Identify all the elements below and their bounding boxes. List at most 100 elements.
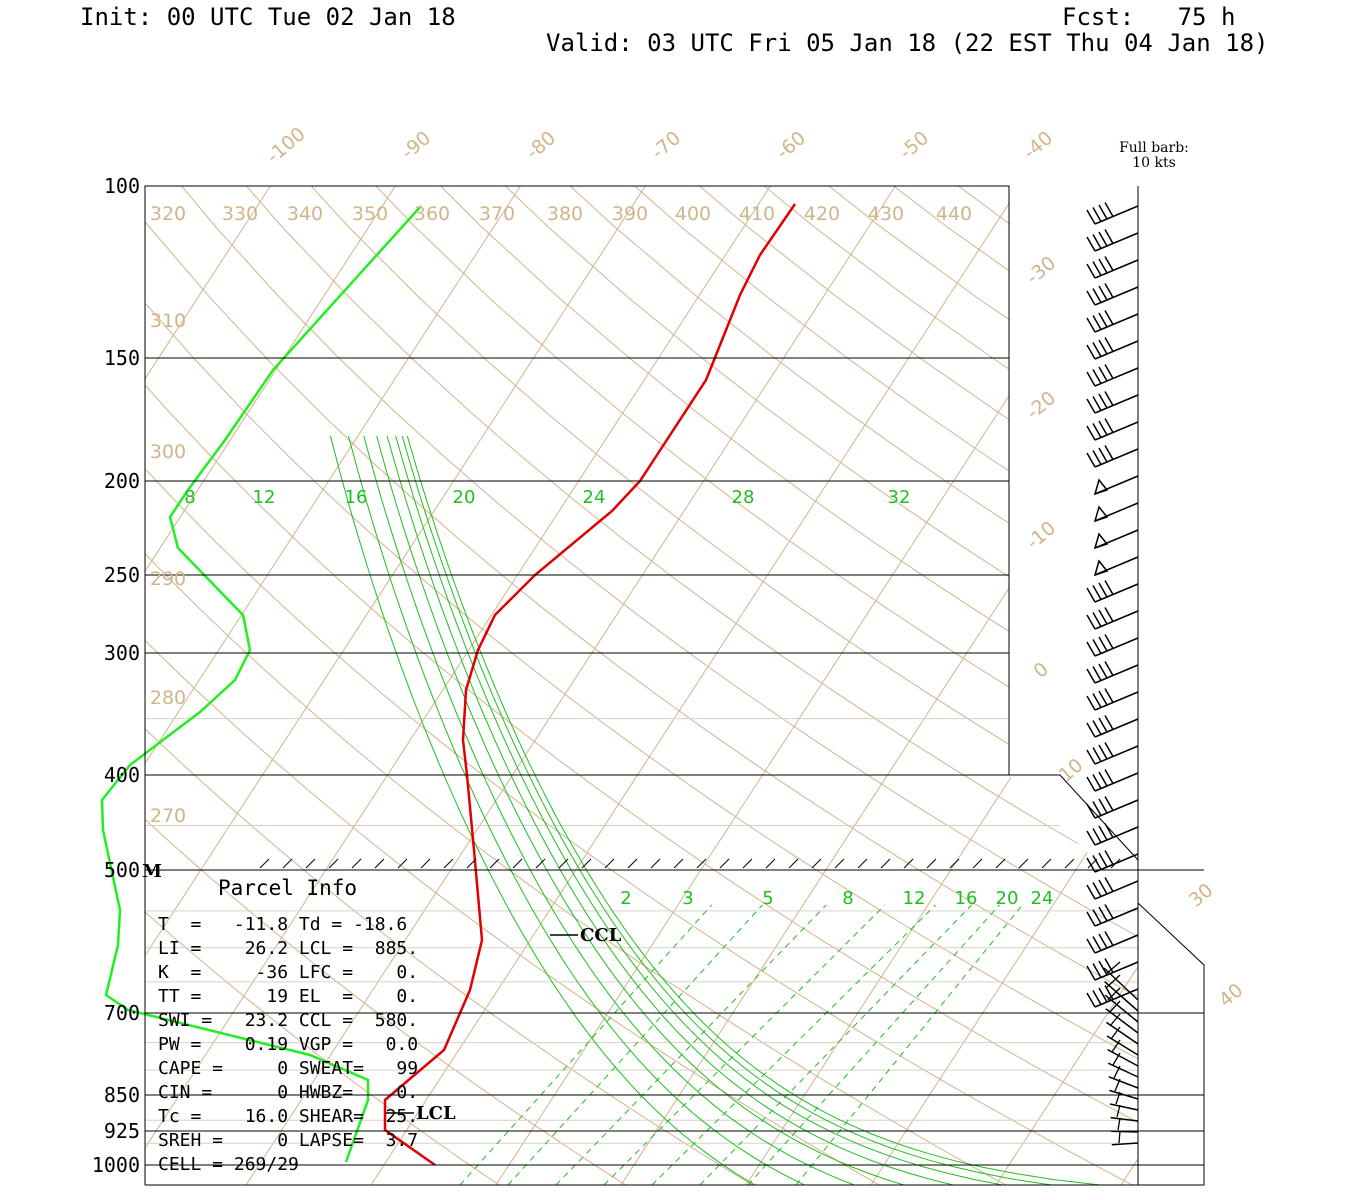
- level-hatch: [282, 858, 293, 869]
- wind-barb: [1086, 931, 1139, 954]
- mixing-ratio-label: 28: [732, 487, 755, 508]
- level-hatch: [650, 858, 661, 869]
- dry-adiabat: [145, 186, 754, 1185]
- theta-label: 310: [150, 310, 186, 332]
- theta-label: 380: [547, 203, 583, 225]
- wind-barb: [1108, 1065, 1139, 1089]
- level-hatch: [765, 858, 776, 869]
- dry-adiabat: [520, 186, 1138, 1185]
- mixing-ratio-label: 32: [888, 487, 911, 508]
- isotherm-line: [495, 186, 1138, 1185]
- theta-label: 300: [150, 441, 186, 463]
- parcel-row-8: Tc = 16.0 SHEAR= 25.: [158, 1106, 418, 1127]
- theta-label: 360: [414, 203, 450, 225]
- dry-adiabat: [145, 186, 1138, 1185]
- wind-barb: [1105, 1000, 1139, 1034]
- wind-barb: [1107, 1052, 1139, 1078]
- theta-label: 280: [150, 687, 186, 709]
- isotherm-line: [745, 186, 1138, 1185]
- level-hatch: [581, 858, 592, 869]
- isotherm-label: 40: [1215, 979, 1248, 1011]
- level-hatch: [673, 858, 684, 869]
- pressure-label: 500: [104, 858, 140, 882]
- moist-adiabat: [395, 435, 1007, 1185]
- dry-adiabat: [772, 186, 1138, 1185]
- isotherm-label: -40: [1019, 127, 1057, 164]
- level-hatch: [1064, 858, 1075, 869]
- theta-label: 290: [150, 568, 186, 590]
- dry-adiabat: [145, 186, 628, 1185]
- wind-barbs: [1086, 202, 1139, 1146]
- isotherm-line: [1120, 186, 1138, 1185]
- level-hatch: [604, 858, 615, 869]
- isotherm-line: [145, 186, 425, 1185]
- level-hatch: [259, 858, 270, 869]
- level-hatch: [926, 858, 937, 869]
- temperature-profile: [383, 203, 797, 1167]
- level-hatch: [742, 858, 753, 869]
- wind-barb: [1086, 958, 1139, 981]
- lcl-label: LCL: [416, 1103, 456, 1124]
- mixing-ratio-line: [747, 904, 1000, 1185]
- wind-barb: [1086, 904, 1139, 927]
- isotherm-line: [145, 186, 175, 1185]
- wind-barb: [1086, 688, 1139, 711]
- wind-barb: [1106, 1026, 1139, 1056]
- dry-adiabat: [458, 186, 1138, 1185]
- isotherm-label: -50: [895, 127, 933, 164]
- level-hatch: [696, 858, 707, 869]
- barb-legend-line1: Full barb:: [1119, 140, 1189, 156]
- theta-label: 430: [868, 203, 904, 225]
- isotherm-label: -70: [647, 127, 685, 164]
- isotherm-label: -20: [1022, 387, 1060, 424]
- pressure-label: 925: [104, 1119, 140, 1143]
- barb-legend-line2: 10 kts: [1132, 155, 1176, 171]
- wind-barb: [1103, 961, 1139, 1001]
- wind-barb: [1086, 445, 1139, 468]
- mixing-ratio-label: 24: [1031, 888, 1054, 909]
- level-hatch: [489, 858, 500, 869]
- pressure-label: 400: [104, 763, 140, 787]
- level-hatch: [995, 858, 1006, 869]
- mixing-ratio-label: 20: [453, 487, 476, 508]
- dewpoint-profile: [100, 205, 422, 1163]
- wind-barb: [1105, 1013, 1139, 1045]
- wind-barb: [1093, 502, 1139, 523]
- wind-barb: [1086, 877, 1139, 900]
- isotherm-line: [620, 186, 1138, 1185]
- level-hatch: [305, 858, 316, 869]
- wind-barb: [1086, 580, 1139, 603]
- dry-adiabat: [395, 186, 1138, 1185]
- wind-barb: [1086, 742, 1139, 765]
- wind-barb: [1086, 283, 1139, 306]
- isotherm-label: -80: [522, 127, 560, 164]
- mixing-ratio-line: [795, 904, 1023, 1185]
- pressure-label: 100: [104, 174, 140, 198]
- mixing-ratio-label: 12: [903, 888, 926, 909]
- init-time-label: Init: 00 UTC Tue 02 Jan 18: [80, 3, 456, 31]
- wind-barb: [1086, 337, 1139, 360]
- moist-adiabat: [376, 435, 907, 1185]
- level-hatch: [1041, 858, 1052, 869]
- wind-barb: [1086, 607, 1139, 630]
- wind-barb: [1086, 391, 1139, 414]
- level-marker-m: M: [142, 861, 162, 882]
- mixing-ratio-label: 16: [955, 888, 978, 909]
- theta-label: 440: [936, 203, 972, 225]
- pressure-label: 200: [104, 469, 140, 493]
- isotherm-line: [145, 186, 300, 1185]
- pressure-label: 250: [104, 563, 140, 587]
- dry-adiabat: [897, 186, 1138, 1185]
- theta-label: 350: [352, 203, 388, 225]
- theta-label: 410: [739, 203, 775, 225]
- level-hatch: [351, 858, 362, 869]
- wind-barb: [1086, 661, 1139, 684]
- theta-label: 340: [287, 203, 323, 225]
- isotherm-label: -60: [772, 127, 810, 164]
- level-hatch: [466, 858, 477, 869]
- moist-adiabat: [386, 435, 957, 1185]
- isotherm-line: [370, 186, 1050, 1185]
- pressure-label: 150: [104, 346, 140, 370]
- isotherm-label: 30: [1185, 879, 1218, 911]
